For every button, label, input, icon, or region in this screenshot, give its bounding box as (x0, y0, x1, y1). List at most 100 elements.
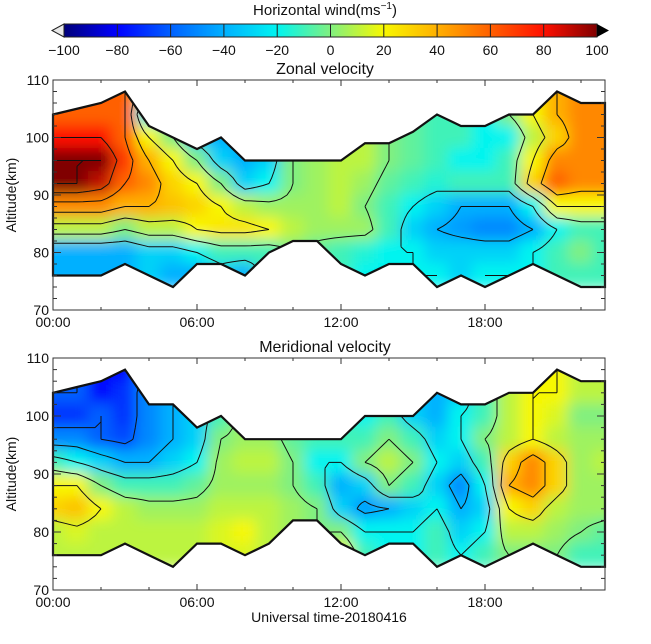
y-tick-label: 70 (33, 582, 49, 598)
heatmap-cell (400, 263, 426, 287)
heatmap-cell (328, 473, 354, 499)
heatmap-cell (400, 102, 426, 127)
heatmap-cell (472, 496, 498, 522)
heatmap-cell (112, 542, 138, 567)
heatmap-cell (280, 194, 306, 219)
heatmap-cell (568, 473, 594, 499)
heatmap-cell (448, 240, 474, 265)
heatmap-cell (208, 91, 234, 104)
heatmap-cell (208, 380, 234, 406)
heatmap-cell (448, 369, 474, 383)
panel-title: Zonal velocity (276, 61, 374, 78)
heatmap-cell (160, 519, 186, 545)
heatmap-cell (568, 263, 594, 287)
heatmap-cell (184, 519, 210, 545)
heatmap-cell (136, 519, 162, 545)
colorbar-tick-label: 100 (585, 42, 609, 58)
heatmap-cell (208, 542, 234, 567)
heatmap-cell (232, 171, 258, 196)
heatmap-cell (280, 102, 306, 127)
heatmap-cell (568, 542, 594, 567)
heatmap-cell (184, 473, 210, 499)
y-tick-label: 100 (26, 408, 50, 424)
heatmap-cell (304, 263, 330, 287)
heatmap (53, 91, 605, 287)
heatmap-cell (136, 171, 162, 196)
heatmap-cell (520, 542, 546, 567)
heatmap-cell (280, 240, 306, 265)
heatmap-cell (256, 194, 282, 219)
heatmap-cell (520, 125, 546, 150)
heatmap-cell (208, 148, 234, 173)
heatmap-cell (112, 426, 138, 452)
heatmap-cell (520, 171, 546, 196)
heatmap-cell (184, 125, 210, 150)
heatmap-cell (304, 125, 330, 150)
heatmap-cell (496, 240, 522, 265)
heatmap-cell (112, 403, 138, 429)
heatmap-cell (424, 519, 450, 545)
heatmap-cell (352, 240, 378, 265)
heatmap-cell (328, 102, 354, 127)
heatmap-cell (472, 449, 498, 475)
heatmap-cell (184, 194, 210, 219)
heatmap-cell (400, 91, 426, 104)
heatmap-cell (232, 449, 258, 475)
heatmap-cell (448, 91, 474, 104)
heatmap-cell (304, 102, 330, 127)
heatmap-cell (64, 369, 90, 383)
heatmap-cell (376, 263, 402, 287)
heatmap-cell (352, 496, 378, 522)
heatmap-cell (352, 91, 378, 104)
heatmap-cell (64, 403, 90, 429)
heatmap-cell (592, 473, 605, 499)
heatmap-cell (376, 171, 402, 196)
heatmap-cell (232, 125, 258, 150)
heatmap-cell (160, 240, 186, 265)
heatmap-cell (592, 263, 605, 287)
heatmap-cell (64, 91, 90, 104)
heatmap-cell (400, 217, 426, 242)
heatmap-cell (544, 240, 570, 265)
heatmap-cell (424, 403, 450, 429)
heatmap-cell (160, 449, 186, 475)
heatmap-cell (184, 403, 210, 429)
contour-line-m40 (436, 206, 534, 242)
heatmap-cell (376, 194, 402, 219)
heatmap-cell (280, 519, 306, 545)
heatmap-cell (232, 217, 258, 242)
heatmap-cell (53, 449, 66, 475)
heatmap-cell (568, 125, 594, 150)
heatmap-cell (400, 426, 426, 452)
heatmap-cell (232, 496, 258, 522)
heatmap-cell (472, 148, 498, 173)
heatmap-cell (544, 449, 570, 475)
heatmap-cell (400, 542, 426, 567)
heatmap-cell (592, 380, 605, 406)
heatmap-cell (160, 380, 186, 406)
heatmap-cell (160, 542, 186, 567)
heatmap-cell (136, 496, 162, 522)
colorbar-tick-label: 60 (483, 42, 499, 58)
y-axis-label: Altitude(km) (3, 437, 19, 512)
heatmap-cell (328, 125, 354, 150)
heatmap-cell (496, 403, 522, 429)
heatmap-cell (448, 380, 474, 406)
y-tick-label: 110 (27, 350, 50, 366)
colorbar: −100 −80 −60 −40 −20 0 20 40 60 80 100 (48, 23, 609, 58)
heatmap-cell (136, 217, 162, 242)
x-tick-label: 18:00 (467, 314, 502, 330)
heatmap-cell (64, 217, 90, 242)
heatmap-cell (256, 263, 282, 287)
heatmap-cell (256, 473, 282, 499)
heatmap-cell (520, 263, 546, 287)
heatmap-cell (53, 496, 66, 522)
colorbar-tick-label: −80 (105, 42, 129, 58)
heatmap-cell (64, 519, 90, 545)
heatmap-cell (160, 473, 186, 499)
colorbar-tick-label: −60 (159, 42, 183, 58)
heatmap-cell (256, 449, 282, 475)
heatmap-cell (280, 380, 306, 406)
heatmap-cell (544, 426, 570, 452)
